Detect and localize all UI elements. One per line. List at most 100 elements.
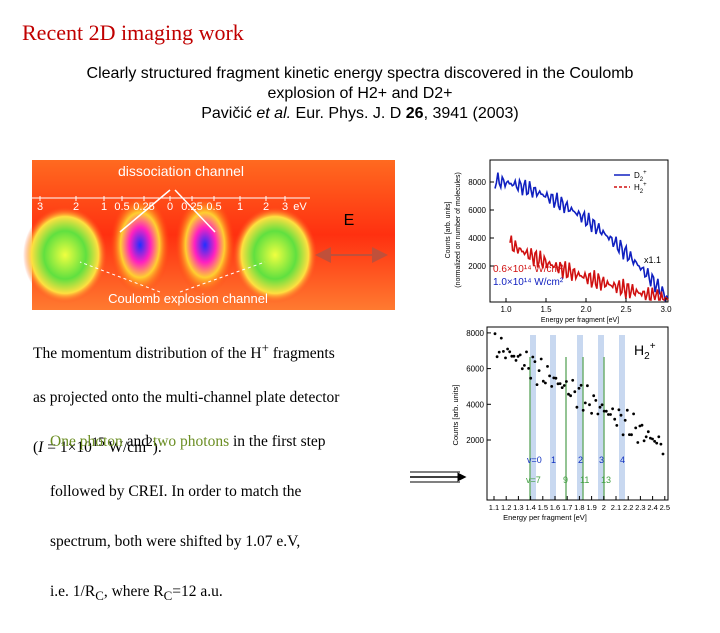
level-band (598, 335, 604, 500)
detector-image: dissociation channel Coulomb explosion c… (23, 160, 395, 310)
spectrum-curve (494, 172, 669, 303)
spectrum-point (537, 369, 541, 372)
level-band (550, 335, 556, 500)
y-tick-label: 8000 (466, 329, 484, 338)
authors: Pavičić (201, 105, 252, 122)
x-tick-label: 1.6 (550, 503, 560, 512)
x-tick-label: 2.3 (635, 503, 645, 512)
y-tick-label: 4000 (468, 234, 486, 243)
text: i.e. 1/R (50, 583, 96, 600)
spectrum-point (510, 354, 514, 358)
spectrum-point (613, 417, 617, 421)
spectrum-point (533, 360, 537, 363)
spectrum-point (640, 423, 644, 427)
spectrum-point (539, 357, 543, 361)
text: 2 (146, 434, 153, 450)
text: The momentum distribution of the (33, 345, 251, 363)
spectrum-point (499, 336, 503, 340)
scale-label: 0 (167, 201, 173, 213)
x-axis-label: Energy per fragment [eV] (541, 317, 619, 324)
x-tick-label: 2.2 (623, 503, 633, 512)
scale-unit: eV (293, 201, 307, 213)
spectrum-point (596, 412, 600, 416)
spectrum-point (495, 355, 499, 359)
y-tick-label: 2000 (468, 262, 486, 271)
spectrum-point (646, 430, 650, 434)
spectrum-point (552, 376, 556, 380)
spectrum-point (602, 409, 606, 413)
spectrum-point (512, 354, 516, 358)
scale-label: 1 (237, 201, 243, 213)
spectrum-point (562, 384, 566, 387)
spectrum-point (615, 424, 619, 427)
legend-text: + (643, 182, 647, 188)
factor: x1.1 (644, 255, 661, 265)
legend-text: D (634, 171, 640, 180)
spectrum-point (518, 353, 522, 357)
species-text: H (634, 342, 644, 358)
spectrum-point (579, 383, 583, 387)
legend-text: + (643, 170, 647, 176)
level-band (619, 335, 625, 500)
spectrum-point (583, 401, 587, 405)
spectrum-point (659, 442, 663, 446)
scale-label: 0.5 (206, 201, 221, 213)
spectrum-point (655, 441, 659, 445)
spectrum-point (632, 412, 635, 416)
text: = 1×10 (43, 439, 92, 457)
text: ( (33, 439, 39, 457)
note-line: One photon and two photons in the first … (50, 429, 326, 454)
spectrum-point (653, 439, 656, 443)
scale-label: 0.5 (114, 201, 129, 213)
spectrum-point (558, 382, 562, 385)
level-label: 4 (620, 455, 625, 465)
spectrum-point (571, 378, 575, 382)
subtitle-line: Clearly structured fragment kinetic ener… (86, 65, 634, 82)
x-tick-label: 1.5 (538, 503, 548, 512)
y-tick-label: 4000 (466, 400, 484, 409)
text: two photons (152, 433, 230, 450)
text: H (250, 345, 262, 363)
spectrum-point (560, 386, 564, 389)
x-tick-label: 1.9 (586, 503, 596, 512)
figures: dissociation channel Coulomb explosion c… (23, 159, 672, 522)
species-text: 2 (644, 351, 650, 362)
level-label: 1 (551, 455, 556, 465)
spectrum-point (638, 424, 642, 428)
y-tick-label: 2000 (466, 436, 484, 445)
spectrum-point (623, 418, 627, 422)
y-tick-label: 6000 (468, 206, 486, 215)
spectrum-point (541, 379, 545, 383)
legend-entry: D2+ (634, 170, 647, 183)
spectrum-point (617, 408, 621, 412)
etal: et al. (256, 105, 292, 122)
caption-line: (I = 1×1015 W/cm2). (33, 431, 339, 459)
legend-text: 2 (640, 189, 644, 195)
text: One photon (50, 433, 123, 450)
text: W/cm (104, 439, 147, 457)
x-tick-label: 2.4 (647, 503, 657, 512)
intensity: 1.0×10¹⁴ W/cm² (493, 277, 564, 288)
text: in the first step (229, 433, 326, 450)
spectrum-curve (509, 235, 669, 302)
spectrum-point (550, 385, 554, 388)
spectrum-point (625, 408, 629, 412)
spectrum-point (573, 390, 577, 394)
spectrum-point (594, 399, 598, 402)
spectrum-point (651, 437, 654, 441)
journal: Eur. Phys. J. D (295, 105, 402, 122)
spectrum-point (502, 350, 505, 353)
spectrum-point (554, 376, 558, 380)
spectrum-point (525, 350, 528, 354)
x-tick-label: 3.0 (660, 305, 672, 314)
spectrum-point (575, 405, 579, 409)
spectrum-point (586, 384, 589, 388)
spectrum-point (600, 403, 604, 407)
spectrum-point (607, 413, 610, 416)
level-label: 3 (599, 455, 604, 465)
x-tick-label: 1.8 (574, 503, 584, 512)
spectrum-point (634, 426, 638, 430)
slide-title: Recent 2D imaging work (22, 20, 244, 45)
spectrum-point (619, 413, 623, 417)
arrow-label: E (344, 212, 355, 229)
